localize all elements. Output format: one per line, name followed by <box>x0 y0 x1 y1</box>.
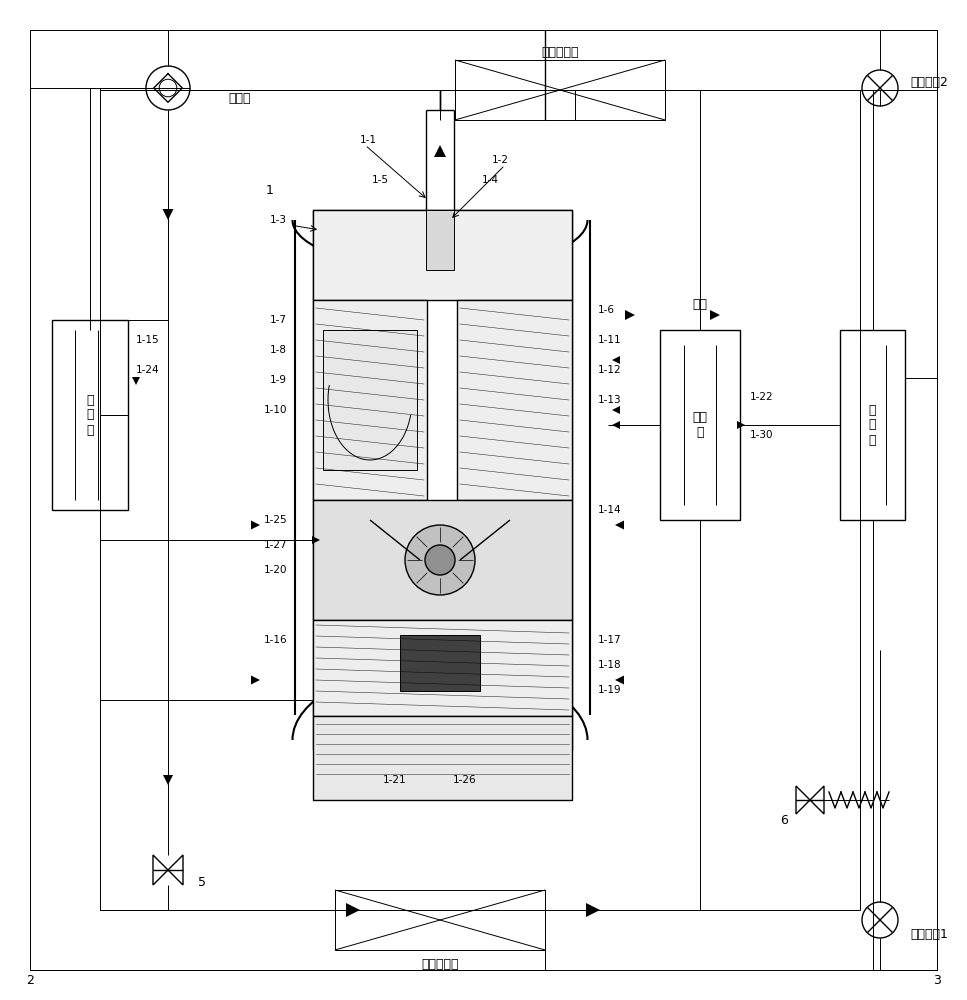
Text: 室外换热器: 室外换热器 <box>422 958 458 972</box>
Bar <box>313 620 572 716</box>
Polygon shape <box>251 676 260 684</box>
Text: 1-30: 1-30 <box>750 430 774 440</box>
Text: 1-11: 1-11 <box>598 335 622 345</box>
Polygon shape <box>615 676 624 684</box>
Polygon shape <box>625 310 635 320</box>
Text: 节流机构1: 节流机构1 <box>910 928 948 942</box>
Polygon shape <box>737 421 745 429</box>
Polygon shape <box>132 377 140 385</box>
Bar <box>323 330 417 470</box>
Text: 1-14: 1-14 <box>598 505 622 515</box>
Bar <box>455 60 665 120</box>
Bar <box>313 500 572 620</box>
Text: 1-27: 1-27 <box>263 540 287 550</box>
Text: 闪
蒸
器: 闪 蒸 器 <box>868 403 876 446</box>
Text: 1-6: 1-6 <box>598 305 615 315</box>
Text: 补气: 补气 <box>692 298 708 312</box>
Text: 1-18: 1-18 <box>598 660 622 670</box>
Text: 1-24: 1-24 <box>136 365 160 375</box>
Text: 2: 2 <box>26 974 34 986</box>
Polygon shape <box>163 775 173 785</box>
Text: 1-1: 1-1 <box>360 135 377 145</box>
Text: 1-17: 1-17 <box>598 635 622 645</box>
Polygon shape <box>162 209 173 220</box>
Text: 1-5: 1-5 <box>371 175 389 185</box>
Polygon shape <box>251 520 260 530</box>
Text: 1-7: 1-7 <box>270 315 287 325</box>
Polygon shape <box>312 536 320 544</box>
Text: 1-20: 1-20 <box>263 565 287 575</box>
Text: 1-19: 1-19 <box>598 685 622 695</box>
Circle shape <box>405 525 475 595</box>
Polygon shape <box>612 356 620 364</box>
Bar <box>840 330 905 520</box>
Text: 1-25: 1-25 <box>263 515 287 525</box>
Bar <box>313 300 427 500</box>
Polygon shape <box>612 406 620 414</box>
Text: 1-4: 1-4 <box>482 175 499 185</box>
Text: 室内换热器: 室内换热器 <box>542 45 579 58</box>
Text: 1: 1 <box>266 184 274 196</box>
Bar <box>400 635 480 691</box>
Text: 1-21: 1-21 <box>383 775 407 785</box>
Polygon shape <box>612 421 620 429</box>
Text: 1-2: 1-2 <box>491 155 509 165</box>
Text: 1-10: 1-10 <box>263 405 287 415</box>
Text: 1-8: 1-8 <box>270 345 287 355</box>
Bar <box>313 716 572 800</box>
Text: 1-15: 1-15 <box>136 335 160 345</box>
Bar <box>313 210 572 750</box>
Text: 1-12: 1-12 <box>598 365 622 375</box>
Text: 5: 5 <box>198 876 206 888</box>
Circle shape <box>425 545 455 575</box>
Text: 1-13: 1-13 <box>598 395 622 405</box>
Bar <box>426 210 454 270</box>
Bar <box>457 300 572 500</box>
Text: 1-26: 1-26 <box>454 775 477 785</box>
Text: 1-9: 1-9 <box>270 375 287 385</box>
Polygon shape <box>615 520 624 530</box>
Text: 1-3: 1-3 <box>270 215 287 225</box>
Polygon shape <box>710 310 720 320</box>
Text: 四通阀: 四通阀 <box>228 92 250 104</box>
Text: 节流机构2: 节流机构2 <box>910 77 948 90</box>
Bar <box>313 210 572 300</box>
Polygon shape <box>346 903 360 917</box>
Text: 3: 3 <box>933 974 941 986</box>
Polygon shape <box>434 145 446 157</box>
Text: 6: 6 <box>780 814 788 826</box>
Text: 混合
器: 混合 器 <box>692 411 708 439</box>
Bar <box>335 890 545 950</box>
Text: 1-22: 1-22 <box>750 391 774 401</box>
Text: 1-16: 1-16 <box>263 635 287 645</box>
Bar <box>660 330 740 520</box>
Text: 分
液
器: 分 液 器 <box>86 393 94 436</box>
Polygon shape <box>586 903 600 917</box>
Bar <box>52 320 128 510</box>
